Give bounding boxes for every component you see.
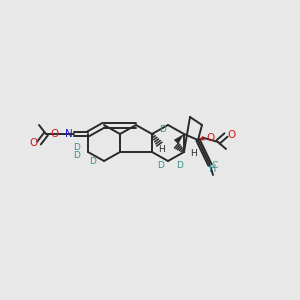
Text: H: H (190, 149, 197, 158)
Polygon shape (198, 136, 205, 140)
Polygon shape (174, 134, 184, 144)
Text: D: D (73, 143, 80, 152)
Text: O: O (206, 133, 214, 143)
Text: D: D (176, 161, 183, 170)
Text: H: H (209, 164, 217, 174)
Text: D: D (157, 161, 164, 170)
Text: D: D (73, 152, 80, 160)
Text: C: C (212, 161, 218, 170)
Text: H: H (158, 146, 165, 154)
Text: O: O (227, 130, 235, 140)
Text: N: N (65, 129, 73, 139)
Text: D: D (159, 125, 166, 134)
Text: D: D (89, 157, 96, 166)
Text: O: O (51, 129, 59, 139)
Text: O: O (30, 138, 38, 148)
